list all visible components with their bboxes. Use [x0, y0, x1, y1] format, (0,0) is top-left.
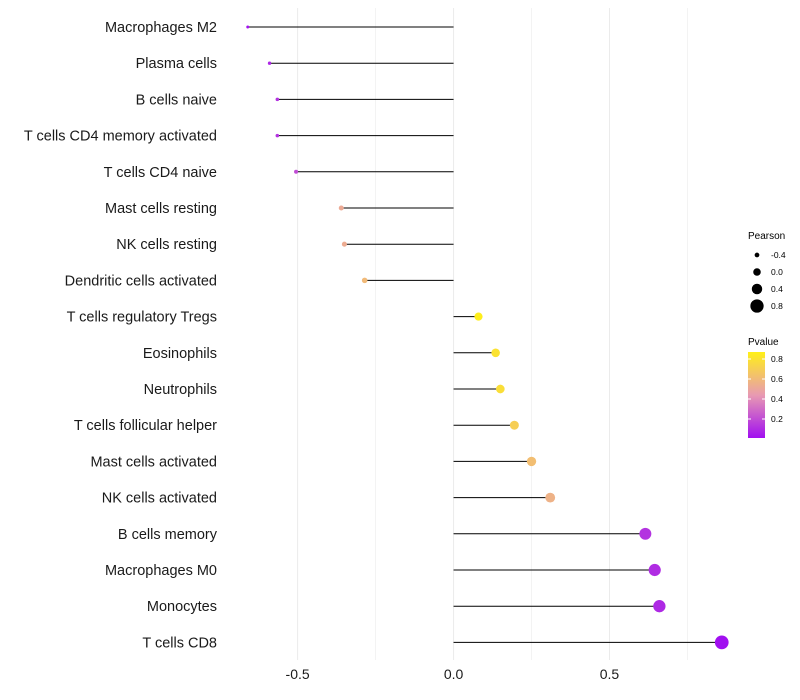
y-tick-label: Dendritic cells activated [65, 273, 217, 289]
size-legend-label: 0.4 [771, 284, 783, 294]
y-tick-label: Plasma cells [136, 56, 217, 72]
y-tick-label: B cells naive [136, 92, 217, 108]
y-tick-label: NK cells activated [102, 491, 217, 507]
lollipop-point [496, 384, 505, 394]
y-tick-label: T cells CD8 [142, 635, 217, 651]
size-legend-key [754, 252, 760, 258]
color-legend-label: 0.2 [771, 414, 783, 424]
lollipop-point [294, 169, 299, 174]
lollipop-point [267, 61, 272, 65]
size-legend-key [751, 283, 763, 295]
lollipop-point [714, 635, 729, 650]
x-tick-label: 0.5 [600, 666, 620, 682]
x-tick-label: 0.0 [444, 666, 464, 682]
points [246, 25, 729, 650]
grid [297, 8, 688, 660]
color-legend-ticks: 0.8 0.6 0.4 0.2 [748, 354, 783, 424]
y-axis-labels: Macrophages M2 Plasma cells B cells naive T… [24, 20, 218, 651]
size-legend-title: Pearson [748, 231, 785, 242]
y-tick-label: Monocytes [147, 599, 217, 615]
lollipop-point [648, 563, 661, 577]
y-tick-label: Macrophages M2 [105, 20, 217, 36]
color-legend-label: 0.6 [771, 374, 783, 384]
lollipop-point [361, 277, 368, 284]
size-legend-key [750, 299, 764, 313]
color-legend-bar [748, 352, 765, 438]
lollipop-point [491, 348, 500, 358]
lollipop-point [474, 312, 483, 321]
color-legend-label: 0.8 [771, 354, 783, 364]
lollipop-point [246, 25, 250, 29]
y-tick-label: B cells memory [118, 527, 218, 543]
y-tick-label: T cells CD4 naive [104, 165, 217, 181]
color-legend-label: 0.4 [771, 394, 783, 404]
lollipop-point [545, 492, 556, 503]
y-tick-label: NK cells resting [116, 237, 217, 253]
lollipop-point [275, 97, 280, 102]
y-tick-label: Macrophages M0 [105, 563, 217, 579]
y-tick-label: T cells CD4 memory activated [24, 129, 217, 145]
size-legend-label: -0.4 [771, 250, 786, 260]
lollipop-point [509, 420, 519, 430]
lollipop-point [275, 133, 280, 138]
y-tick-label: Eosinophils [143, 346, 217, 362]
y-tick-label: Mast cells resting [105, 201, 217, 217]
lollipop-point [639, 527, 652, 540]
lollipop-point [338, 205, 344, 211]
color-legend-title: Pvalue [748, 337, 779, 348]
x-axis-ticks: -0.5 0.0 0.5 [286, 666, 620, 682]
y-tick-label: Mast cells activated [90, 454, 217, 470]
legends: Pearson -0.40.00.40.8 Pvalue 0.80.60.40.… [748, 231, 786, 438]
size-legend-label: 0.0 [771, 267, 783, 277]
stems [247, 26, 722, 643]
size-legend-label: 0.8 [771, 301, 783, 311]
size-legend-key [753, 268, 761, 276]
y-tick-label: T cells follicular helper [74, 418, 217, 434]
lollipop-point [653, 600, 666, 613]
size-legend: -0.4 0.0 0.4 0.8 [750, 250, 786, 313]
lollipop-point [526, 456, 537, 467]
y-tick-label: T cells regulatory Tregs [67, 310, 217, 326]
x-tick-label: -0.5 [286, 666, 310, 682]
lollipop-point [341, 241, 347, 247]
y-tick-label: Neutrophils [144, 382, 217, 398]
